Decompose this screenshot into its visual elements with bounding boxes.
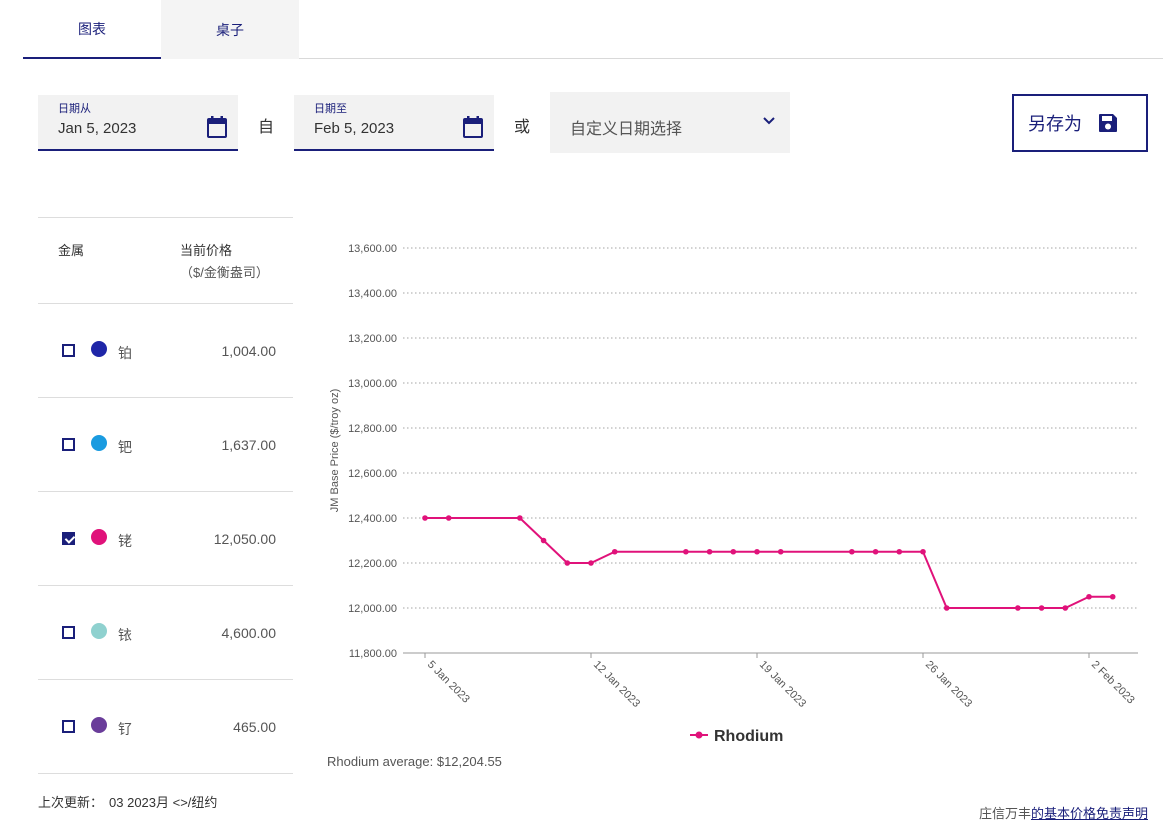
disclaimer-prefix: 庄信万丰 <box>978 806 1031 821</box>
x-tick-label: 19 Jan 2023 <box>757 659 808 710</box>
price-chart: 13,600.00 13,400.00 13,200.00 13,000.00 12,8… <box>329 243 1138 745</box>
y-tick-label: 11,800.00 <box>349 648 397 660</box>
last-update-value: 03 2023月 <>/纽约 <box>109 795 218 810</box>
custom-date-select[interactable]: 自定义日期选择 <box>550 92 790 153</box>
date-from-value[interactable]: Jan 5, 2023 <box>58 120 137 137</box>
data-point <box>1015 605 1021 611</box>
y-tick-label: 12,600.00 <box>348 468 397 480</box>
metal-name: 铱 <box>118 627 132 643</box>
data-point <box>1062 605 1069 611</box>
data-point <box>564 560 571 566</box>
metal-checkbox[interactable] <box>62 438 75 451</box>
metal-column-header: 金属 <box>58 243 85 258</box>
metal-row-rhodium: 铑 12,050.00 <box>38 492 293 586</box>
metal-name: 钯 <box>118 439 132 455</box>
date-from-field[interactable]: 日期从 Jan 5, 2023 <box>38 95 238 151</box>
metal-name: 铂 <box>118 345 132 361</box>
data-point <box>943 605 950 611</box>
data-point <box>1086 593 1092 600</box>
metal-price: 1,004.00 <box>221 343 277 359</box>
x-tick-label: 2 Feb 2023 <box>1089 659 1137 707</box>
data-point <box>777 548 784 555</box>
metal-name: 铑 <box>118 533 132 549</box>
x-tick-label: 5 Jan 2023 <box>425 659 472 706</box>
metal-price: 12,050.00 <box>213 531 276 547</box>
rhodium-series-line <box>425 517 1113 609</box>
metal-checkbox[interactable] <box>62 344 75 357</box>
price-unit-label: （$/金衡盎司） <box>180 265 269 280</box>
legend-marker <box>695 731 703 739</box>
series-color-dot <box>91 529 107 545</box>
date-from-label: 日期从 <box>58 103 91 115</box>
y-tick-label: 12,000.00 <box>348 603 397 615</box>
view-tabs: 图表 桌子 <box>23 0 1163 59</box>
disclaimer: 庄信万丰的基本价格免责声明 <box>979 803 1148 822</box>
or-separator: 或 <box>514 119 531 136</box>
series-color-dot <box>91 435 107 451</box>
calendar-icon[interactable] <box>463 116 483 138</box>
metal-checkbox[interactable] <box>62 720 75 733</box>
disclaimer-link[interactable]: 的基本价格免责声明 <box>1030 806 1148 821</box>
metal-row-iridium: 铱 4,600.00 <box>38 586 293 680</box>
data-point <box>754 548 760 555</box>
date-to-label: 日期至 <box>314 103 347 115</box>
data-point <box>445 515 452 521</box>
date-range-separator: 自 <box>258 119 275 136</box>
metal-price: 1,637.00 <box>221 437 277 453</box>
data-point <box>872 548 879 555</box>
legend-label: Rhodium <box>714 728 783 745</box>
save-as-label: 另存为 <box>1028 114 1082 134</box>
metals-table-header: 金属 当前价格 （$/金衡盎司） <box>38 218 293 304</box>
save-icon <box>1099 114 1117 132</box>
x-tick-label: 12 Jan 2023 <box>591 659 642 710</box>
last-update: 上次更新： 03 2023月 <>/纽约 <box>38 792 217 811</box>
metal-price: 4,600.00 <box>221 625 277 641</box>
y-tick-label: 12,400.00 <box>348 513 397 525</box>
custom-date-select-value: 自定义日期选择 <box>570 121 683 138</box>
data-point <box>422 515 428 521</box>
metals-table: 金属 当前价格 （$/金衡盎司） 铂 1,004.00 钯 1,637.00 铑… <box>38 217 293 774</box>
data-point <box>611 548 618 555</box>
metal-row-ruthenium: 钌 465.00 <box>38 680 293 774</box>
calendar-icon[interactable] <box>207 116 227 138</box>
data-point <box>1038 605 1045 611</box>
metal-checkbox[interactable] <box>62 532 75 545</box>
series-color-dot <box>91 717 107 733</box>
chevron-down-icon <box>763 117 775 125</box>
data-point <box>683 548 689 555</box>
y-tick-label: 13,400.00 <box>348 288 397 300</box>
x-tick-label: 26 Jan 2023 <box>923 659 974 710</box>
series-color-dot <box>91 341 107 357</box>
series-color-dot <box>91 623 107 639</box>
metal-row-platinum: 铂 1,004.00 <box>38 304 293 398</box>
data-point <box>540 537 547 544</box>
tab-table[interactable]: 桌子 <box>161 0 299 59</box>
metal-price: 465.00 <box>233 719 276 735</box>
date-to-value[interactable]: Feb 5, 2023 <box>314 120 395 137</box>
tab-chart[interactable]: 图表 <box>23 0 161 59</box>
y-tick-label: 12,200.00 <box>348 558 397 570</box>
metal-name: 钌 <box>118 721 132 737</box>
data-point <box>517 515 523 521</box>
data-point <box>1109 593 1116 600</box>
data-point <box>920 548 926 555</box>
data-point <box>588 560 594 566</box>
price-column-header: 当前价格 <box>180 243 233 258</box>
data-point <box>896 548 903 555</box>
y-axis-label: JM Base Price ($/troy oz) <box>329 389 341 512</box>
data-point <box>730 548 737 555</box>
metal-row-palladium: 钯 1,637.00 <box>38 398 293 492</box>
y-tick-label: 13,000.00 <box>348 378 397 390</box>
data-point <box>849 548 855 555</box>
data-point <box>706 548 713 555</box>
last-update-label: 上次更新： <box>38 795 104 810</box>
y-tick-label: 13,200.00 <box>348 333 397 345</box>
save-as-button[interactable]: 另存为 <box>1012 94 1148 152</box>
y-tick-label: 12,800.00 <box>348 423 397 435</box>
chart-average-text: Rhodium average: $12,204.55 <box>327 754 502 769</box>
metal-checkbox[interactable] <box>62 626 75 639</box>
date-to-field[interactable]: 日期至 Feb 5, 2023 <box>294 95 494 151</box>
y-tick-label: 13,600.00 <box>348 243 397 255</box>
